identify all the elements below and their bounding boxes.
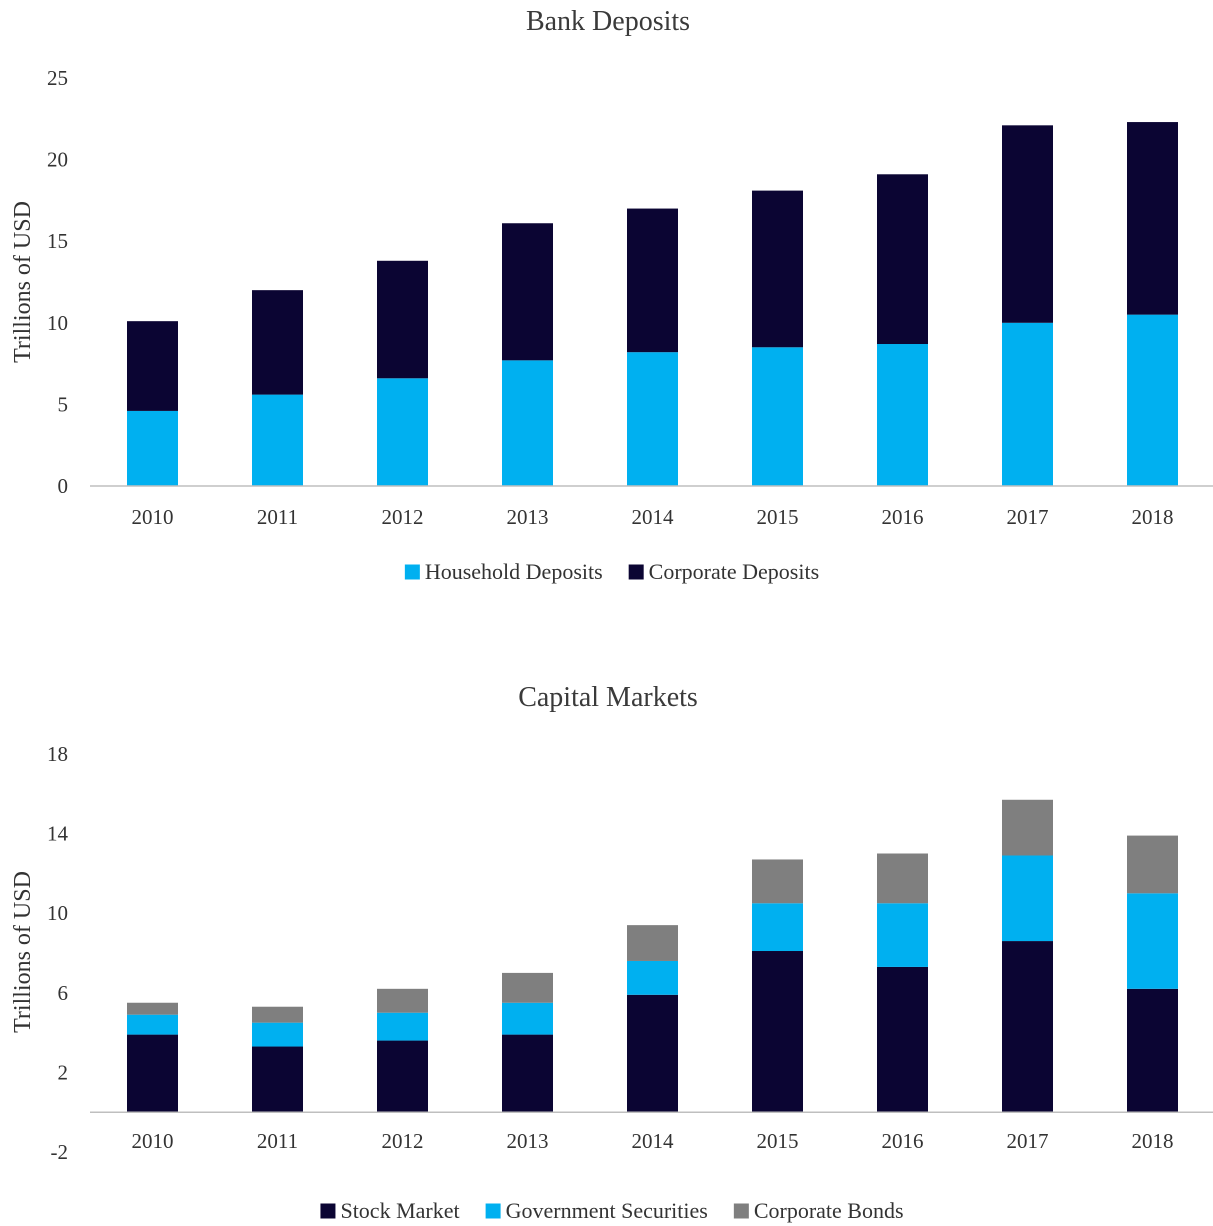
bar-household-deposits — [377, 378, 428, 486]
bar-corporate-deposits — [1127, 122, 1178, 315]
bar-government-securities — [627, 960, 678, 995]
bar-government-securities — [877, 903, 928, 967]
bar-stock-market — [377, 1040, 428, 1113]
bar-government-securities — [752, 903, 803, 952]
bar-corporate-deposits — [627, 208, 678, 353]
bar-household-deposits — [252, 394, 303, 486]
bar-household-deposits — [627, 352, 678, 486]
bar-corporate-deposits — [377, 260, 428, 379]
bar-corporate-deposits — [252, 290, 303, 395]
legend-swatch-corporate-deposits — [628, 564, 644, 580]
bar-stock-market — [752, 951, 803, 1113]
legend-label: Stock Market — [340, 1198, 459, 1223]
bar-government-securities — [377, 1012, 428, 1041]
bar-government-securities — [127, 1014, 178, 1035]
y-axis-label: Trillions of USD — [10, 201, 36, 363]
bar-corporate-deposits — [752, 190, 803, 348]
bar-corporate-bonds — [752, 859, 803, 904]
legend-swatch-government-securities — [485, 1203, 501, 1219]
bar-household-deposits — [1002, 322, 1053, 486]
y-tick-label: 14 — [47, 822, 69, 846]
bar-corporate-bonds — [1002, 799, 1053, 856]
bar-corporate-bonds — [502, 972, 553, 1003]
bar-household-deposits — [127, 410, 178, 486]
x-tick-label: 2015 — [757, 505, 799, 529]
x-tick-label: 2011 — [257, 505, 298, 529]
bar-stock-market — [877, 966, 928, 1113]
x-tick-label: 2013 — [507, 505, 549, 529]
bar-stock-market — [1127, 988, 1178, 1113]
legend-label: Corporate Deposits — [649, 559, 819, 584]
legend-label: Household Deposits — [425, 559, 603, 584]
x-tick-label: 2017 — [1007, 1129, 1049, 1153]
y-tick-label: -2 — [51, 1140, 69, 1164]
bar-corporate-deposits — [502, 223, 553, 361]
bank-deposits-chart: Bank Deposits Trillions of USD 0 5 10 15 20 2… — [10, 6, 1213, 584]
x-tick-label: 2014 — [632, 505, 675, 529]
y-tick-label: 15 — [47, 229, 68, 253]
bar-household-deposits — [502, 360, 553, 486]
bar-corporate-bonds — [377, 988, 428, 1013]
x-tick-label: 2018 — [1132, 505, 1174, 529]
bar-household-deposits — [1127, 314, 1178, 486]
bar-corporate-deposits — [127, 321, 178, 411]
legend-swatch-corporate-bonds — [733, 1203, 749, 1219]
bar-corporate-bonds — [252, 1006, 303, 1023]
x-tick-label: 2016 — [882, 505, 924, 529]
y-tick-label: 5 — [58, 392, 69, 416]
bar-corporate-bonds — [627, 925, 678, 961]
bar-government-securities — [1002, 855, 1053, 942]
x-tick-label: 2017 — [1007, 505, 1049, 529]
y-tick-label: 0 — [58, 474, 69, 498]
bar-stock-market — [252, 1046, 303, 1113]
y-tick-label: 10 — [47, 901, 68, 925]
y-tick-label: 6 — [58, 981, 69, 1005]
x-tick-label: 2010 — [132, 1129, 174, 1153]
legend-label: Government Securities — [506, 1198, 708, 1223]
x-tick-label: 2014 — [632, 1129, 675, 1153]
x-tick-label: 2012 — [382, 1129, 424, 1153]
bar-household-deposits — [752, 347, 803, 486]
bar-stock-market — [1002, 941, 1053, 1113]
x-tick-label: 2012 — [382, 505, 424, 529]
y-tick-label: 25 — [47, 66, 68, 90]
y-axis-label: Trillions of USD — [10, 871, 36, 1033]
bar-household-deposits — [877, 344, 928, 486]
chart-title: Bank Deposits — [526, 6, 690, 37]
bar-corporate-bonds — [127, 1002, 178, 1015]
bar-corporate-deposits — [1002, 125, 1053, 323]
legend-swatch-household-deposits — [404, 564, 420, 580]
y-tick-label: 10 — [47, 311, 68, 335]
capital-markets-chart: Capital Markets Trillions of USD -2 2 6 10 1… — [10, 682, 1213, 1223]
y-tick-label: 20 — [47, 148, 68, 172]
bar-corporate-bonds — [1127, 835, 1178, 894]
bar-stock-market — [127, 1034, 178, 1113]
bar-stock-market — [627, 994, 678, 1113]
bar-stock-market — [502, 1034, 553, 1113]
bar-corporate-bonds — [877, 853, 928, 904]
x-tick-label: 2013 — [507, 1129, 549, 1153]
x-tick-label: 2018 — [1132, 1129, 1174, 1153]
bar-government-securities — [1127, 893, 1178, 989]
legend-label: Corporate Bonds — [754, 1198, 904, 1223]
bar-government-securities — [502, 1002, 553, 1035]
x-tick-label: 2011 — [257, 1129, 298, 1153]
bar-corporate-deposits — [877, 174, 928, 345]
legend-swatch-stock-market — [320, 1203, 336, 1219]
x-tick-label: 2015 — [757, 1129, 799, 1153]
chart-title: Capital Markets — [518, 682, 698, 713]
x-tick-label: 2010 — [132, 505, 174, 529]
y-tick-label: 2 — [58, 1060, 69, 1084]
x-tick-label: 2016 — [882, 1129, 924, 1153]
bar-government-securities — [252, 1022, 303, 1047]
y-tick-label: 18 — [47, 742, 68, 766]
